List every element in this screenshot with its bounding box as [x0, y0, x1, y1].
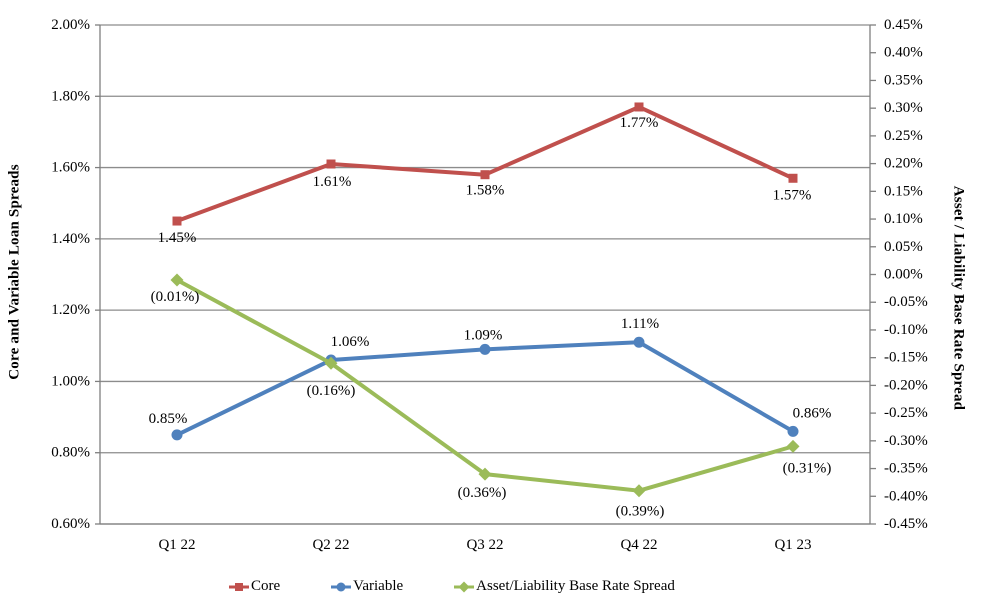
marker-diamond [170, 273, 184, 287]
right-axis-tick-label: 0.05% [884, 239, 923, 255]
marker-square [326, 159, 336, 169]
data-label: 1.61% [313, 174, 352, 190]
x-axis-category-label: Q1 23 [774, 537, 811, 553]
legend-item-core: Core [228, 578, 280, 595]
data-label: 0.85% [149, 411, 188, 427]
series-line-variable [175, 340, 795, 437]
marker-square [480, 170, 490, 180]
right-axis-tick-label: 0.15% [884, 183, 923, 199]
x-axis-category-label: Q4 22 [620, 537, 657, 553]
data-label: 0.86% [793, 405, 832, 421]
left-axis-tick-label: 0.80% [51, 445, 90, 461]
right-axis-tick-label: 0.45% [884, 17, 923, 33]
data-label: (0.31%) [783, 460, 832, 476]
data-label: 1.57% [773, 187, 812, 203]
right-axis-tick-label: -0.30% [884, 433, 928, 449]
data-label: 1.58% [466, 183, 505, 199]
legend-marker-square-icon [229, 582, 249, 591]
series-line-asset-liability-base-rate-spread [175, 278, 795, 493]
legend-marker-circle-icon [331, 582, 352, 591]
legend-item-asset-liability-base-rate-spread: Asset/Liability Base Rate Spread [453, 578, 675, 595]
left-axis-tick-label: 1.60% [51, 160, 90, 176]
legend-label: Core [251, 578, 281, 594]
x-axis-category-label: Q1 22 [158, 537, 195, 553]
marker-diamond [478, 467, 492, 481]
right-axis-tick-label: -0.10% [884, 322, 928, 338]
right-axis-tick-label: -0.15% [884, 350, 928, 366]
marker-square [634, 102, 644, 112]
right-axis-tick-label: -0.35% [884, 461, 928, 477]
right-axis-tick-label: 0.30% [884, 100, 923, 116]
left-axis-tick-label: 0.60% [51, 516, 90, 532]
data-label: (0.36%) [458, 485, 507, 501]
data-label: (0.01%) [151, 289, 200, 305]
data-label: 1.06% [331, 334, 370, 350]
legend-label: Asset/Liability Base Rate Spread [476, 578, 675, 594]
left-axis-tick-label: 1.40% [51, 231, 90, 247]
data-label: (0.16%) [307, 383, 356, 399]
marker-circle [479, 343, 491, 355]
left-axis-tick-label: 1.20% [51, 302, 90, 318]
data-label: 1.09% [464, 327, 503, 343]
legend: Core Variable Asset/Liability Base Rate Sp… [228, 578, 675, 595]
right-axis-tick-label: -0.45% [884, 516, 928, 532]
data-label: (0.39%) [616, 504, 665, 520]
x-axis-category-label: Q2 22 [312, 537, 349, 553]
marker-circle [787, 425, 799, 437]
right-axis-tick-label: 0.00% [884, 267, 923, 283]
x-axis-category-label: Q3 22 [466, 537, 503, 553]
data-label: 1.45% [158, 230, 197, 246]
legend-marker-diamond-icon [454, 581, 475, 592]
left-axis-tick-label: 1.00% [51, 373, 90, 389]
marker-diamond [786, 439, 800, 453]
marker-diamond [632, 484, 646, 498]
right-axis-tick-label: -0.25% [884, 405, 928, 421]
right-axis-tick-label: -0.05% [884, 294, 928, 310]
right-axis-tick-label: 0.25% [884, 128, 923, 144]
left-axis-tick-label: 2.00% [51, 17, 90, 33]
right-axis-tick-label: -0.20% [884, 377, 928, 393]
data-label: 1.11% [621, 316, 659, 332]
right-axis-tick-label: 0.20% [884, 156, 923, 172]
right-axis-tick-label: 0.35% [884, 72, 923, 88]
marker-square [788, 173, 798, 183]
series-line-core [175, 104, 795, 224]
legend-label: Variable [353, 578, 404, 594]
marker-circle [171, 429, 183, 441]
right-axis-tick-label: -0.40% [884, 488, 928, 504]
marker-square [172, 216, 182, 226]
right-axis-tick-label: 0.10% [884, 211, 923, 227]
legend-item-variable: Variable [330, 578, 403, 595]
data-label: 1.77% [620, 115, 659, 131]
right-axis-tick-label: 0.40% [884, 45, 923, 61]
marker-diamond [324, 356, 338, 370]
marker-circle [633, 336, 645, 348]
left-axis-tick-label: 1.80% [51, 88, 90, 104]
left-axis-title: Core and Variable Loan Spreads [6, 164, 23, 380]
right-axis-title: Asset / Liability Base Rate Spread [950, 185, 967, 411]
